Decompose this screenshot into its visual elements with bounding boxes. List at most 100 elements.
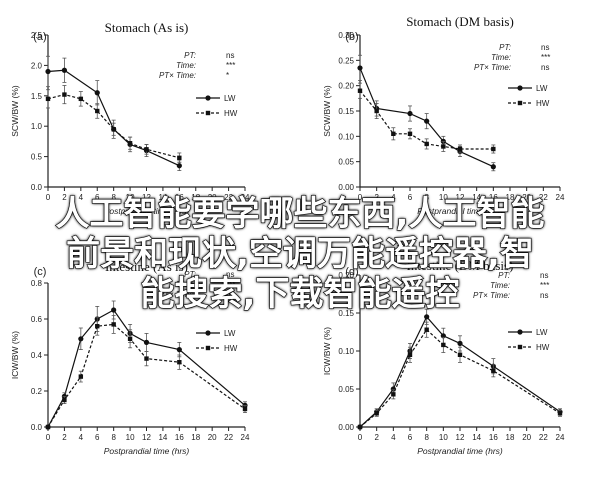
x-tick-label: 18: [506, 193, 515, 202]
x-tick-label: 14: [472, 433, 481, 442]
data-point-lw: [78, 336, 84, 342]
data-point-lw: [424, 118, 430, 124]
stat-value: ***: [226, 61, 235, 70]
y-tick-label: 0.8: [31, 279, 43, 288]
x-tick-label: 8: [111, 433, 116, 442]
x-tick-label: 6: [95, 433, 100, 442]
y-tick-label: 0.0: [31, 183, 43, 192]
y-tick-label: 0.10: [338, 347, 354, 356]
series-line-hw: [359, 328, 561, 428]
x-tick-label: 18: [191, 433, 200, 442]
stat-value: ns: [540, 291, 548, 300]
x-tick-label: 20: [208, 433, 217, 442]
x-axis-label: Postprandial time (hrs): [417, 206, 503, 216]
legend-label: HW: [536, 99, 550, 108]
y-tick-label: 0.25: [338, 56, 354, 65]
y-tick-label: 0.2: [31, 387, 43, 396]
x-tick-label: 14: [158, 433, 167, 442]
y-tick-label: 1.0: [31, 122, 43, 131]
y-tick-label: 2.5: [31, 31, 43, 40]
data-point-hw: [144, 147, 149, 152]
x-tick-label: 0: [46, 193, 51, 202]
data-point-hw: [45, 424, 51, 430]
y-tick-label: 1.5: [31, 92, 43, 101]
chart-title: Stomach (As is): [105, 20, 189, 35]
legend-label: LW: [224, 329, 236, 338]
y-tick-label: 0.5: [31, 153, 43, 162]
data-point-hw: [357, 424, 363, 430]
x-tick-label: 10: [126, 433, 135, 442]
data-point-lw: [111, 307, 117, 313]
legend-marker: [205, 110, 211, 116]
x-tick-label: 6: [408, 193, 413, 202]
x-tick-label: 20: [522, 433, 531, 442]
x-tick-label: 22: [539, 193, 548, 202]
chart-title: Stomach (DM basis): [406, 14, 514, 29]
y-tick-label: 0.15: [338, 107, 354, 116]
legend-marker: [205, 330, 211, 336]
y-tick-label: 0.00: [338, 423, 354, 432]
chart-title: Intestine (As is): [105, 259, 188, 274]
stat-label: PT× Time:: [159, 290, 196, 299]
x-axis-label: Postprandial time (hrs): [104, 446, 190, 456]
data-point-hw: [177, 155, 182, 161]
x-tick-label: 14: [158, 193, 167, 202]
y-tick-label: 0.05: [338, 158, 354, 167]
data-point-hw: [144, 356, 149, 361]
x-tick-label: 8: [424, 193, 429, 202]
x-tick-label: 12: [456, 193, 465, 202]
data-point-hw: [111, 322, 116, 327]
panel-letter: (b): [345, 31, 358, 43]
data-point-hw: [62, 397, 67, 403]
stat-label: PT:: [499, 43, 511, 52]
data-point-lw: [490, 164, 496, 170]
stat-value: ns: [541, 43, 549, 52]
data-point-lw: [424, 314, 430, 320]
x-tick-label: 0: [46, 433, 51, 442]
data-point-hw: [95, 324, 100, 329]
data-point-hw: [441, 144, 446, 149]
series-line-lw: [47, 69, 180, 167]
legend-label: HW: [536, 343, 550, 352]
x-tick-label: 6: [95, 193, 100, 202]
y-tick-label: 0.30: [338, 31, 354, 40]
y-tick-label: 0.0: [31, 423, 43, 432]
data-point-hw: [45, 96, 51, 102]
stat-label: Time:: [176, 280, 196, 289]
legend-label: LW: [536, 84, 548, 93]
data-point-hw: [491, 368, 496, 373]
panel-letter: (d): [345, 266, 358, 278]
x-tick-label: 4: [79, 433, 84, 442]
data-point-lw: [407, 110, 413, 117]
x-tick-label: 4: [79, 193, 84, 202]
x-tick-label: 8: [111, 193, 116, 202]
y-tick-label: 0.15: [338, 309, 354, 318]
data-point-hw: [78, 96, 84, 102]
legend-marker: [517, 85, 523, 91]
x-tick-label: 6: [408, 433, 413, 442]
chart-panel-b: (b) Stomach (DM basis) 0.00 0.05 0.10 0.15 0.2…: [322, 14, 565, 216]
y-tick-label: 0.10: [338, 132, 354, 141]
x-tick-label: 22: [224, 193, 233, 202]
x-tick-label: 12: [142, 433, 151, 442]
x-tick-label: 22: [539, 433, 548, 442]
x-axis-label: Postprandial time (hrs): [104, 206, 190, 216]
data-point-hw: [391, 392, 396, 397]
panel-letter: (a): [33, 31, 46, 43]
data-point-lw: [45, 68, 51, 75]
x-tick-label: 0: [358, 433, 363, 442]
data-point-hw: [374, 411, 379, 416]
data-point-hw: [357, 88, 363, 93]
stat-label: PT:: [498, 271, 510, 280]
overlay-text-line-2: 前景和现状,空调万能遥控器,智: [65, 233, 534, 274]
x-tick-label: 18: [191, 193, 200, 202]
x-tick-label: 24: [556, 433, 565, 442]
x-tick-label: 16: [489, 193, 498, 202]
data-point-hw: [407, 131, 413, 136]
x-tick-label: 0: [358, 193, 363, 202]
stat-value: ***: [541, 53, 550, 62]
data-point-hw: [391, 131, 396, 136]
y-tick-label: 0.20: [338, 271, 354, 280]
data-point-hw: [374, 108, 379, 114]
